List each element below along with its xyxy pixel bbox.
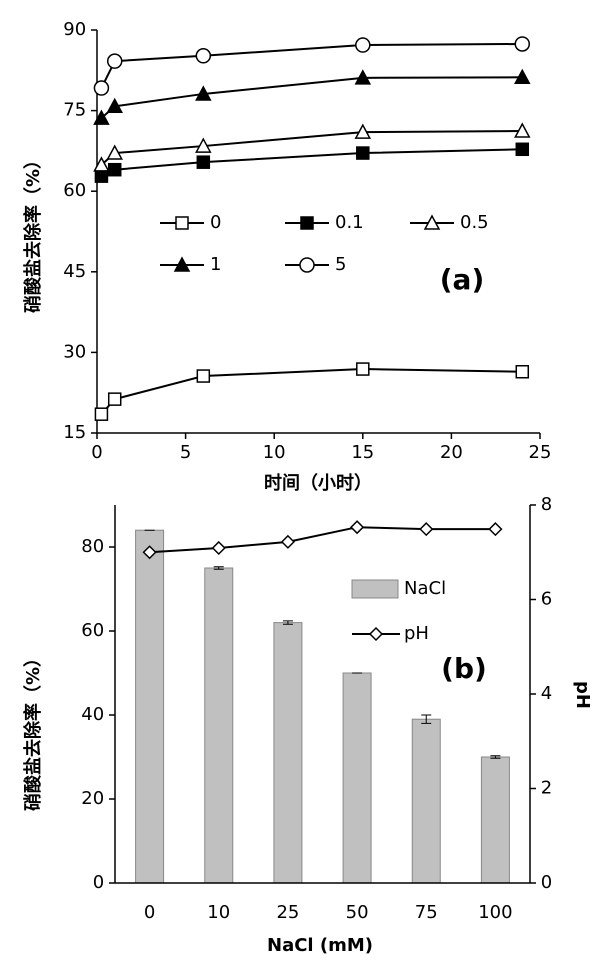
tick-label: 4 [541, 683, 552, 704]
x-tick-label: 50 [346, 902, 369, 923]
point [195, 48, 212, 64]
tick-label: 20 [440, 442, 463, 463]
tick-label: 6 [541, 589, 552, 610]
error-bar [213, 566, 224, 570]
point [106, 53, 123, 69]
legend-label: 5 [335, 254, 346, 275]
bar [135, 529, 165, 884]
x-tick-label: 10 [207, 902, 230, 923]
legend-label: 0.5 [460, 212, 489, 233]
point [106, 144, 123, 160]
point [354, 123, 372, 139]
tick-label: 25 [529, 442, 552, 463]
tick-label: 75 [63, 100, 86, 121]
point [107, 162, 122, 177]
bar [273, 622, 303, 884]
point [356, 146, 370, 160]
legend-marker [175, 216, 189, 230]
panel-label: (a) [440, 263, 485, 296]
x-tick-label: 100 [478, 902, 512, 923]
tick-label: 80 [81, 536, 104, 557]
point [280, 534, 295, 549]
tick-label: 5 [180, 442, 191, 463]
series-line [100, 130, 523, 166]
point [211, 540, 226, 556]
point [356, 362, 370, 376]
x-tick-label: 25 [276, 902, 299, 923]
tick-label: 0 [541, 872, 552, 893]
point [514, 122, 531, 138]
point [94, 169, 109, 183]
point [93, 156, 110, 172]
x-tick-label: 75 [415, 902, 438, 923]
series-line [149, 526, 496, 554]
point [350, 520, 365, 535]
series-line [100, 148, 523, 178]
tick-label: 90 [63, 19, 86, 40]
bar [204, 567, 234, 884]
point [94, 407, 109, 421]
point [488, 522, 503, 537]
legend-label: 0 [210, 212, 221, 233]
legend-marker [173, 256, 191, 272]
x-axis-label: NaCl (mM) [267, 935, 373, 956]
point [514, 68, 531, 85]
point [93, 109, 110, 125]
tick-label: 15 [351, 442, 374, 463]
bar [411, 718, 441, 884]
bar [480, 756, 510, 884]
legend-label: pH [404, 623, 429, 644]
tick-label: 10 [263, 442, 286, 463]
tick-label: 2 [541, 778, 552, 799]
point [515, 142, 530, 157]
tick-label: 30 [63, 341, 86, 362]
point [142, 545, 157, 560]
tick-label: 60 [81, 620, 104, 641]
x-axis-label: 时间（小时） [264, 473, 372, 494]
point [419, 522, 434, 537]
error-bar [490, 755, 501, 759]
point [93, 80, 110, 96]
y2-axis-label: pH [572, 681, 593, 709]
legend-swatch [351, 579, 399, 599]
point [195, 137, 212, 153]
point [106, 97, 123, 114]
y-axis-label: 硝酸盐去除率（%） [22, 649, 44, 811]
tick-label: 45 [63, 261, 86, 282]
legend-label: NaCl [404, 578, 446, 599]
error-bar [282, 620, 293, 625]
series-line [100, 42, 523, 89]
tick-label: 60 [63, 180, 86, 201]
series-line [100, 368, 523, 415]
bar [342, 672, 372, 884]
legend-marker [300, 216, 314, 230]
x-tick-label: 0 [144, 902, 155, 923]
legend-marker [368, 626, 384, 642]
point [195, 85, 212, 101]
series-line [100, 76, 523, 119]
tick-label: 20 [81, 788, 104, 809]
tick-label: 40 [81, 704, 104, 725]
legend-marker [423, 214, 441, 230]
error-bar [421, 714, 432, 724]
point [196, 155, 211, 169]
tick-label: 0 [93, 872, 104, 893]
point [107, 392, 122, 406]
point [354, 69, 372, 85]
tick-label: 8 [541, 494, 552, 515]
tick-label: 15 [63, 422, 86, 443]
legend-marker [299, 257, 315, 273]
legend-label: 0.1 [335, 212, 364, 233]
tick-label: 0 [91, 442, 102, 463]
legend-label: 1 [210, 254, 221, 275]
y-axis-label: 硝酸盐去除率（%） [22, 151, 44, 313]
panel-label: (b) [441, 652, 487, 685]
point [514, 36, 531, 52]
point [196, 369, 211, 383]
point [515, 364, 530, 379]
point [355, 37, 371, 53]
